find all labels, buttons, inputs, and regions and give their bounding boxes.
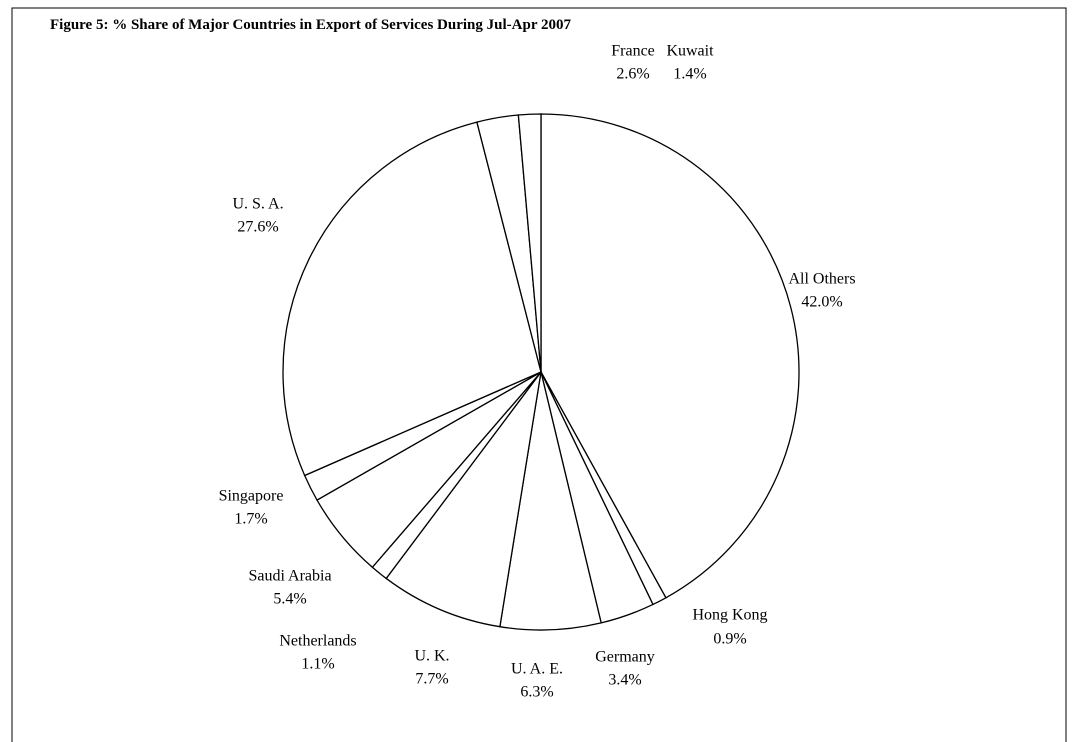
slice-label: U. S. A. [232, 196, 283, 213]
slice-label: Singapore [219, 488, 284, 505]
value-label: 6.3% [520, 684, 553, 701]
slice-label: Kuwait [666, 43, 714, 60]
value-label: 0.9% [713, 631, 746, 648]
pie-slice [540, 113, 800, 599]
pie-slice [385, 371, 542, 628]
value-label: 42.0% [801, 294, 842, 311]
slice-label: France [611, 43, 655, 60]
slice-label: Saudi Arabia [248, 568, 331, 585]
pie-slice [517, 113, 542, 373]
value-label: 27.6% [237, 219, 278, 236]
value-label: 1.4% [673, 66, 706, 83]
slice-label: U. K. [414, 648, 449, 665]
value-label: 7.7% [415, 671, 448, 688]
slice-label: Germany [595, 649, 655, 666]
chart-title: Figure 5: % Share of Major Countries in … [50, 17, 571, 33]
frame [11, 7, 1067, 742]
value-label: 1.1% [301, 656, 334, 673]
value-label: 2.6% [616, 66, 649, 83]
slice-label: U. A. E. [511, 661, 563, 678]
pie-slice [282, 121, 542, 477]
slice-label: Netherlands [279, 633, 356, 650]
slice-label: Hong Kong [692, 607, 767, 624]
slice-label: All Others [788, 271, 855, 288]
value-label: 5.4% [273, 591, 306, 608]
value-label: 1.7% [234, 511, 267, 528]
value-label: 3.4% [608, 672, 641, 689]
